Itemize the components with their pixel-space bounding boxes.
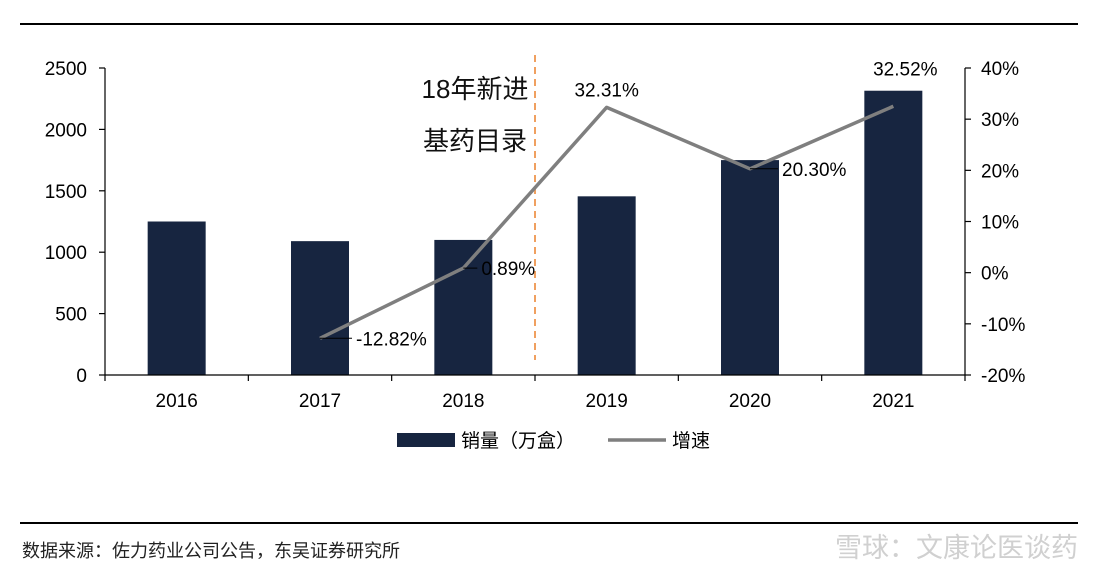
- data-label-2017: -12.82%: [356, 329, 427, 350]
- line-series: -12.82% 0.89% 32.31% 20.30% 32.52%: [319, 59, 938, 350]
- x-tick-label: 2020: [729, 391, 771, 412]
- bar-2019: [577, 196, 636, 375]
- bar-2021: [864, 90, 923, 375]
- legend-label-growth: 增速: [672, 430, 710, 452]
- y-right-tick-label: 40%: [981, 59, 1019, 80]
- watermark-text: 雪球：文康论医谈药: [835, 533, 1078, 563]
- y-left-tick-label: 1500: [45, 182, 87, 203]
- source-note: 数据来源：佐力药业公司公告，东吴证券研究所: [22, 541, 400, 561]
- x-tick-label: 2018: [442, 391, 484, 412]
- y-right-tick-label: 30%: [981, 110, 1019, 131]
- legend: 销量（万盒） 增速: [397, 430, 710, 452]
- y-left-tick-label: 2000: [45, 120, 87, 141]
- bar-2020: [721, 160, 779, 375]
- data-label-2020: 20.30%: [782, 160, 847, 181]
- y-left-tick-label: 0: [76, 366, 87, 387]
- legend-swatch-sales: [397, 433, 455, 447]
- y-right-tick-label: 0%: [981, 264, 1009, 285]
- legend-label-sales: 销量（万盒）: [461, 430, 575, 452]
- data-label-2019: 32.31%: [574, 80, 639, 101]
- y-right-tick-label: 20%: [981, 161, 1019, 182]
- annotation-group: 18年新进 基药目录: [422, 55, 536, 360]
- y-left-tick-label: 1000: [45, 243, 87, 264]
- axes: 0 500 1000 1500 2000 2500 -20% -10% 0% 10% 20% 30% 4…: [45, 59, 1026, 412]
- data-label-2021: 32.52%: [873, 59, 938, 80]
- bar-series: [147, 90, 923, 375]
- bar-2016: [147, 221, 206, 375]
- annotation-line-1: 18年新进: [422, 74, 529, 104]
- y-left-tick-label: 500: [55, 305, 87, 326]
- y-right-tick-label: -10%: [981, 315, 1025, 336]
- bar-2017: [291, 241, 349, 375]
- x-tick-label: 2021: [872, 391, 914, 412]
- x-tick-label: 2017: [299, 391, 341, 412]
- annotation-line-2: 基药目录: [423, 126, 527, 156]
- bar-2018: [434, 239, 493, 375]
- y-right-tick-label: -20%: [981, 366, 1025, 387]
- data-label-2018: 0.89%: [481, 259, 535, 280]
- y-right-tick-label: 10%: [981, 213, 1019, 234]
- x-tick-label: 2016: [156, 391, 198, 412]
- y-left-tick-label: 2500: [45, 59, 87, 80]
- growth-line: [319, 104, 895, 340]
- x-tick-label: 2019: [586, 391, 628, 412]
